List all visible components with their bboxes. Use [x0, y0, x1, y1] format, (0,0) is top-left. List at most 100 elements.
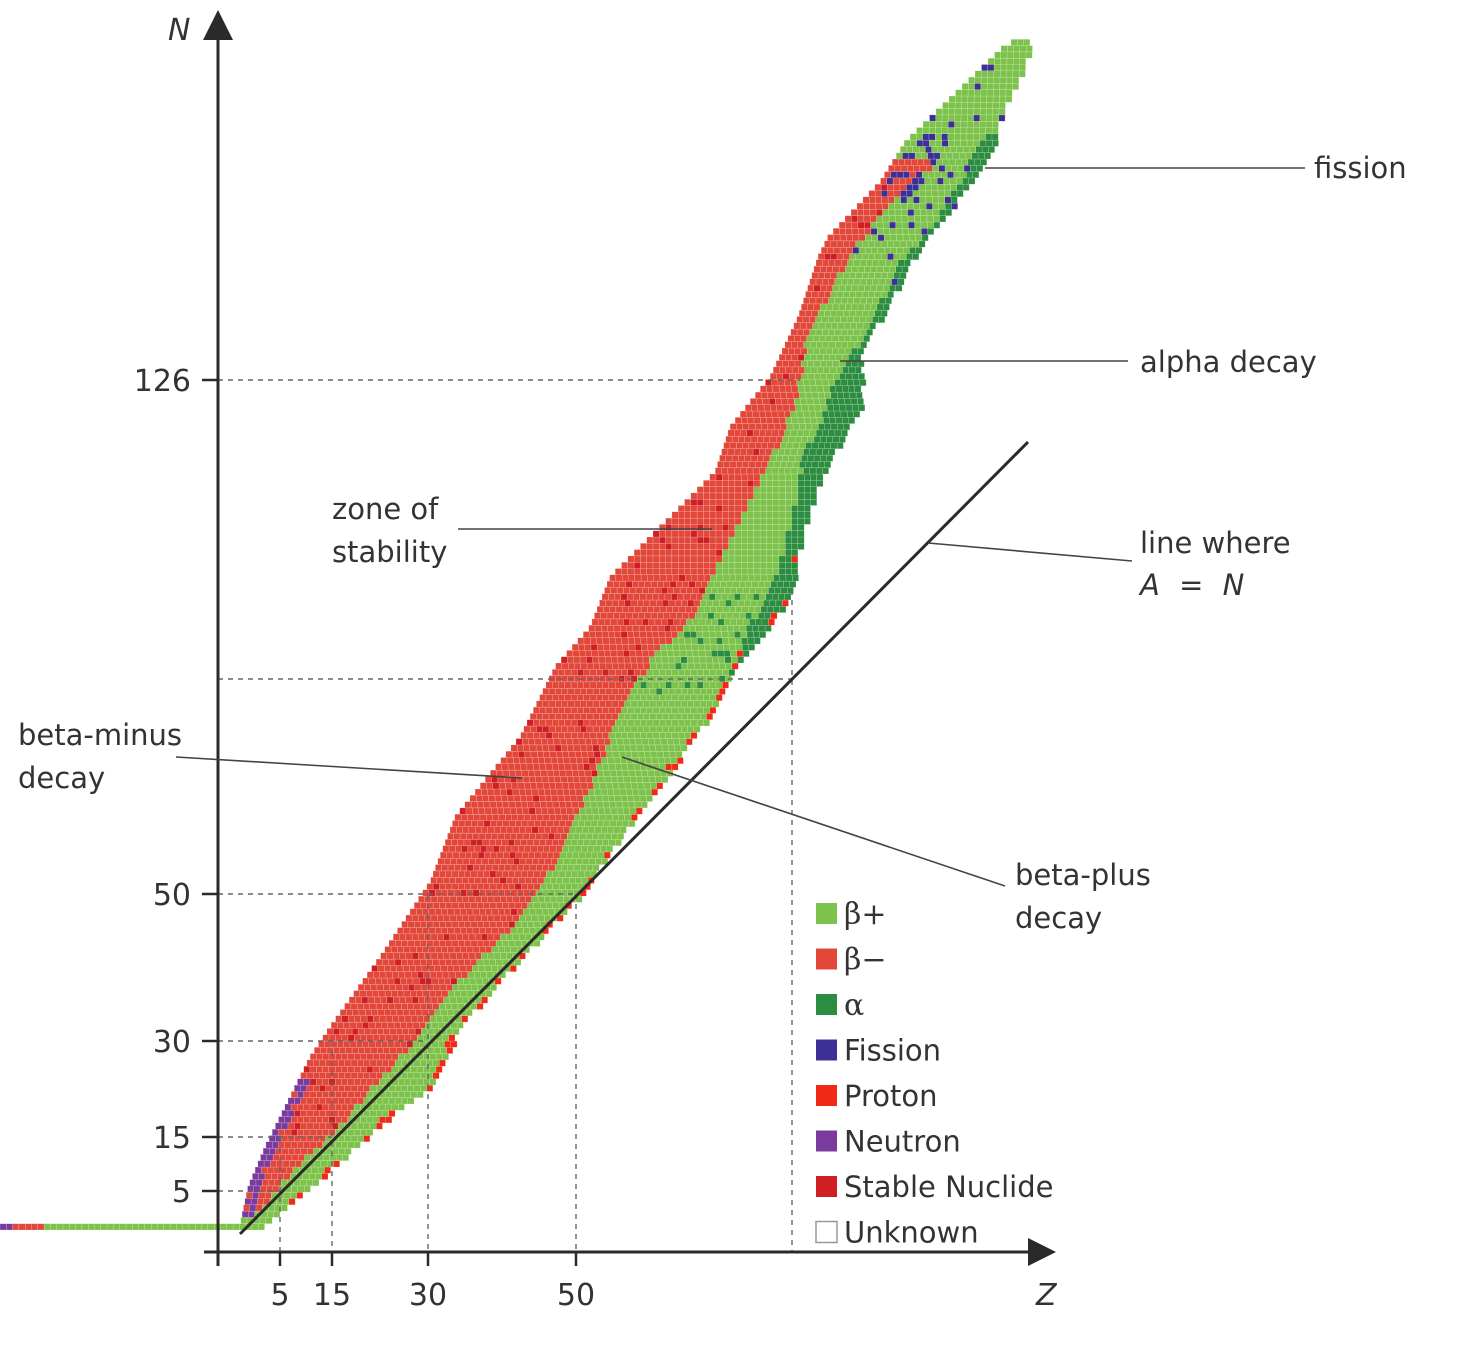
nuclide-cell	[931, 184, 938, 191]
nuclide-cell	[289, 1160, 296, 1168]
nuclide-cell	[539, 732, 547, 739]
nuclide-cell	[493, 895, 501, 903]
nuclide-cell	[639, 631, 647, 638]
nuclide-cell	[696, 530, 704, 538]
nuclide-cell	[450, 1040, 458, 1048]
nuclide-cell	[453, 908, 461, 916]
nuclide-cell	[286, 1166, 294, 1174]
nuclide-cell	[554, 889, 562, 897]
nuclide-cell	[723, 643, 730, 651]
nuclide-cell	[437, 895, 444, 903]
nuclide-cell	[738, 436, 745, 443]
nuclide-cell	[441, 990, 449, 998]
nuclide-cell	[493, 952, 501, 960]
nuclide-cell	[789, 404, 796, 412]
nuclide-cell	[644, 612, 652, 620]
nuclide-cell	[343, 1021, 351, 1029]
nuclide-cell	[791, 385, 799, 393]
nuclide-cell	[470, 839, 477, 846]
nuclide-cell	[827, 234, 834, 242]
nuclide-cell	[380, 996, 388, 1004]
nuclide-cell	[392, 971, 399, 979]
nuclide-cell	[671, 593, 678, 601]
nuclide-cell	[770, 373, 777, 380]
nuclide-cell	[665, 549, 673, 557]
label-line-where: line where	[1140, 526, 1291, 560]
nuclide-cell	[870, 284, 878, 292]
nuclide-cell	[941, 133, 949, 141]
nuclide-cell	[915, 171, 923, 179]
nuclide-cell	[896, 234, 904, 242]
nuclide-cell	[615, 606, 623, 613]
nuclide-cell	[404, 971, 412, 979]
nuclide-cell	[580, 725, 587, 733]
nuclide-cell	[672, 606, 680, 613]
nuclide-cell	[498, 927, 505, 935]
nuclide-cell	[592, 725, 600, 733]
nuclide-cell	[580, 662, 588, 670]
nuclide-cell	[303, 1091, 311, 1098]
nuclide-cell	[568, 845, 576, 853]
nuclide-cell	[337, 1021, 344, 1029]
nuclide-cell	[559, 738, 567, 746]
nuclide-cell	[362, 977, 370, 985]
nuclide-cell	[438, 1003, 446, 1010]
nuclide-cell	[241, 1210, 249, 1218]
nuclide-cell	[673, 650, 681, 657]
nuclide-cell	[775, 599, 783, 607]
nuclide-cell	[567, 832, 574, 840]
nuclide-cell	[824, 461, 831, 468]
nuclide-cell	[599, 662, 607, 670]
nuclide-cell	[341, 1066, 348, 1073]
nuclide-cell	[872, 259, 880, 267]
nuclide-cell	[441, 889, 448, 897]
nuclide-cell	[890, 171, 898, 179]
nuclide-cell	[681, 700, 688, 708]
nuclide-cell	[791, 354, 799, 361]
x-tick-label-15: 15	[313, 1278, 351, 1313]
nuclide-cell	[998, 108, 1006, 116]
nuclide-cell	[605, 599, 613, 607]
nuclide-cell	[891, 278, 899, 286]
nuclide-cell	[986, 95, 994, 103]
nuclide-cell	[414, 1028, 422, 1035]
nuclide-cell	[376, 1122, 383, 1130]
nuclide-cell	[780, 461, 787, 468]
nuclide-cell	[332, 1147, 339, 1155]
nuclide-cell	[954, 133, 961, 141]
nuclide-cell	[802, 316, 810, 323]
nuclide-cell	[423, 1053, 430, 1061]
nuclide-cell	[823, 354, 830, 361]
nuclide-cell	[1012, 70, 1020, 78]
nuclide-cell	[772, 511, 780, 519]
nuclide-cell	[928, 127, 936, 134]
nuclide-cell	[516, 832, 524, 840]
nuclide-cell	[269, 1147, 276, 1155]
nuclide-cell	[291, 1154, 299, 1161]
nuclide-cell	[430, 895, 438, 903]
nuclide-cell	[598, 618, 605, 626]
nuclide-cell	[586, 688, 594, 695]
nuclide-cell	[755, 423, 762, 431]
nuclide-cell	[574, 782, 582, 790]
nuclide-cell	[548, 700, 556, 708]
nuclide-cell	[739, 612, 746, 620]
nuclide-cell	[638, 612, 645, 620]
nuclide-cell	[857, 221, 865, 229]
nuclide-cell	[778, 448, 785, 456]
nuclide-cell	[508, 801, 516, 809]
nuclide-cell	[792, 391, 800, 399]
nuclide-cell	[805, 461, 813, 468]
nuclide-cell	[594, 612, 601, 620]
nuclide-cell	[724, 656, 732, 664]
nuclide-cell	[734, 473, 742, 481]
nuclide-cell	[785, 530, 792, 538]
nuclide-cell	[799, 322, 807, 330]
nuclide-cell	[659, 555, 666, 563]
nuclide-cell	[728, 473, 736, 481]
nuclide-cell	[653, 574, 661, 582]
nuclide-cell	[447, 927, 455, 935]
nuclide-cell	[649, 725, 657, 733]
nuclide-cell	[728, 511, 736, 519]
nuclide-cell	[773, 574, 780, 582]
